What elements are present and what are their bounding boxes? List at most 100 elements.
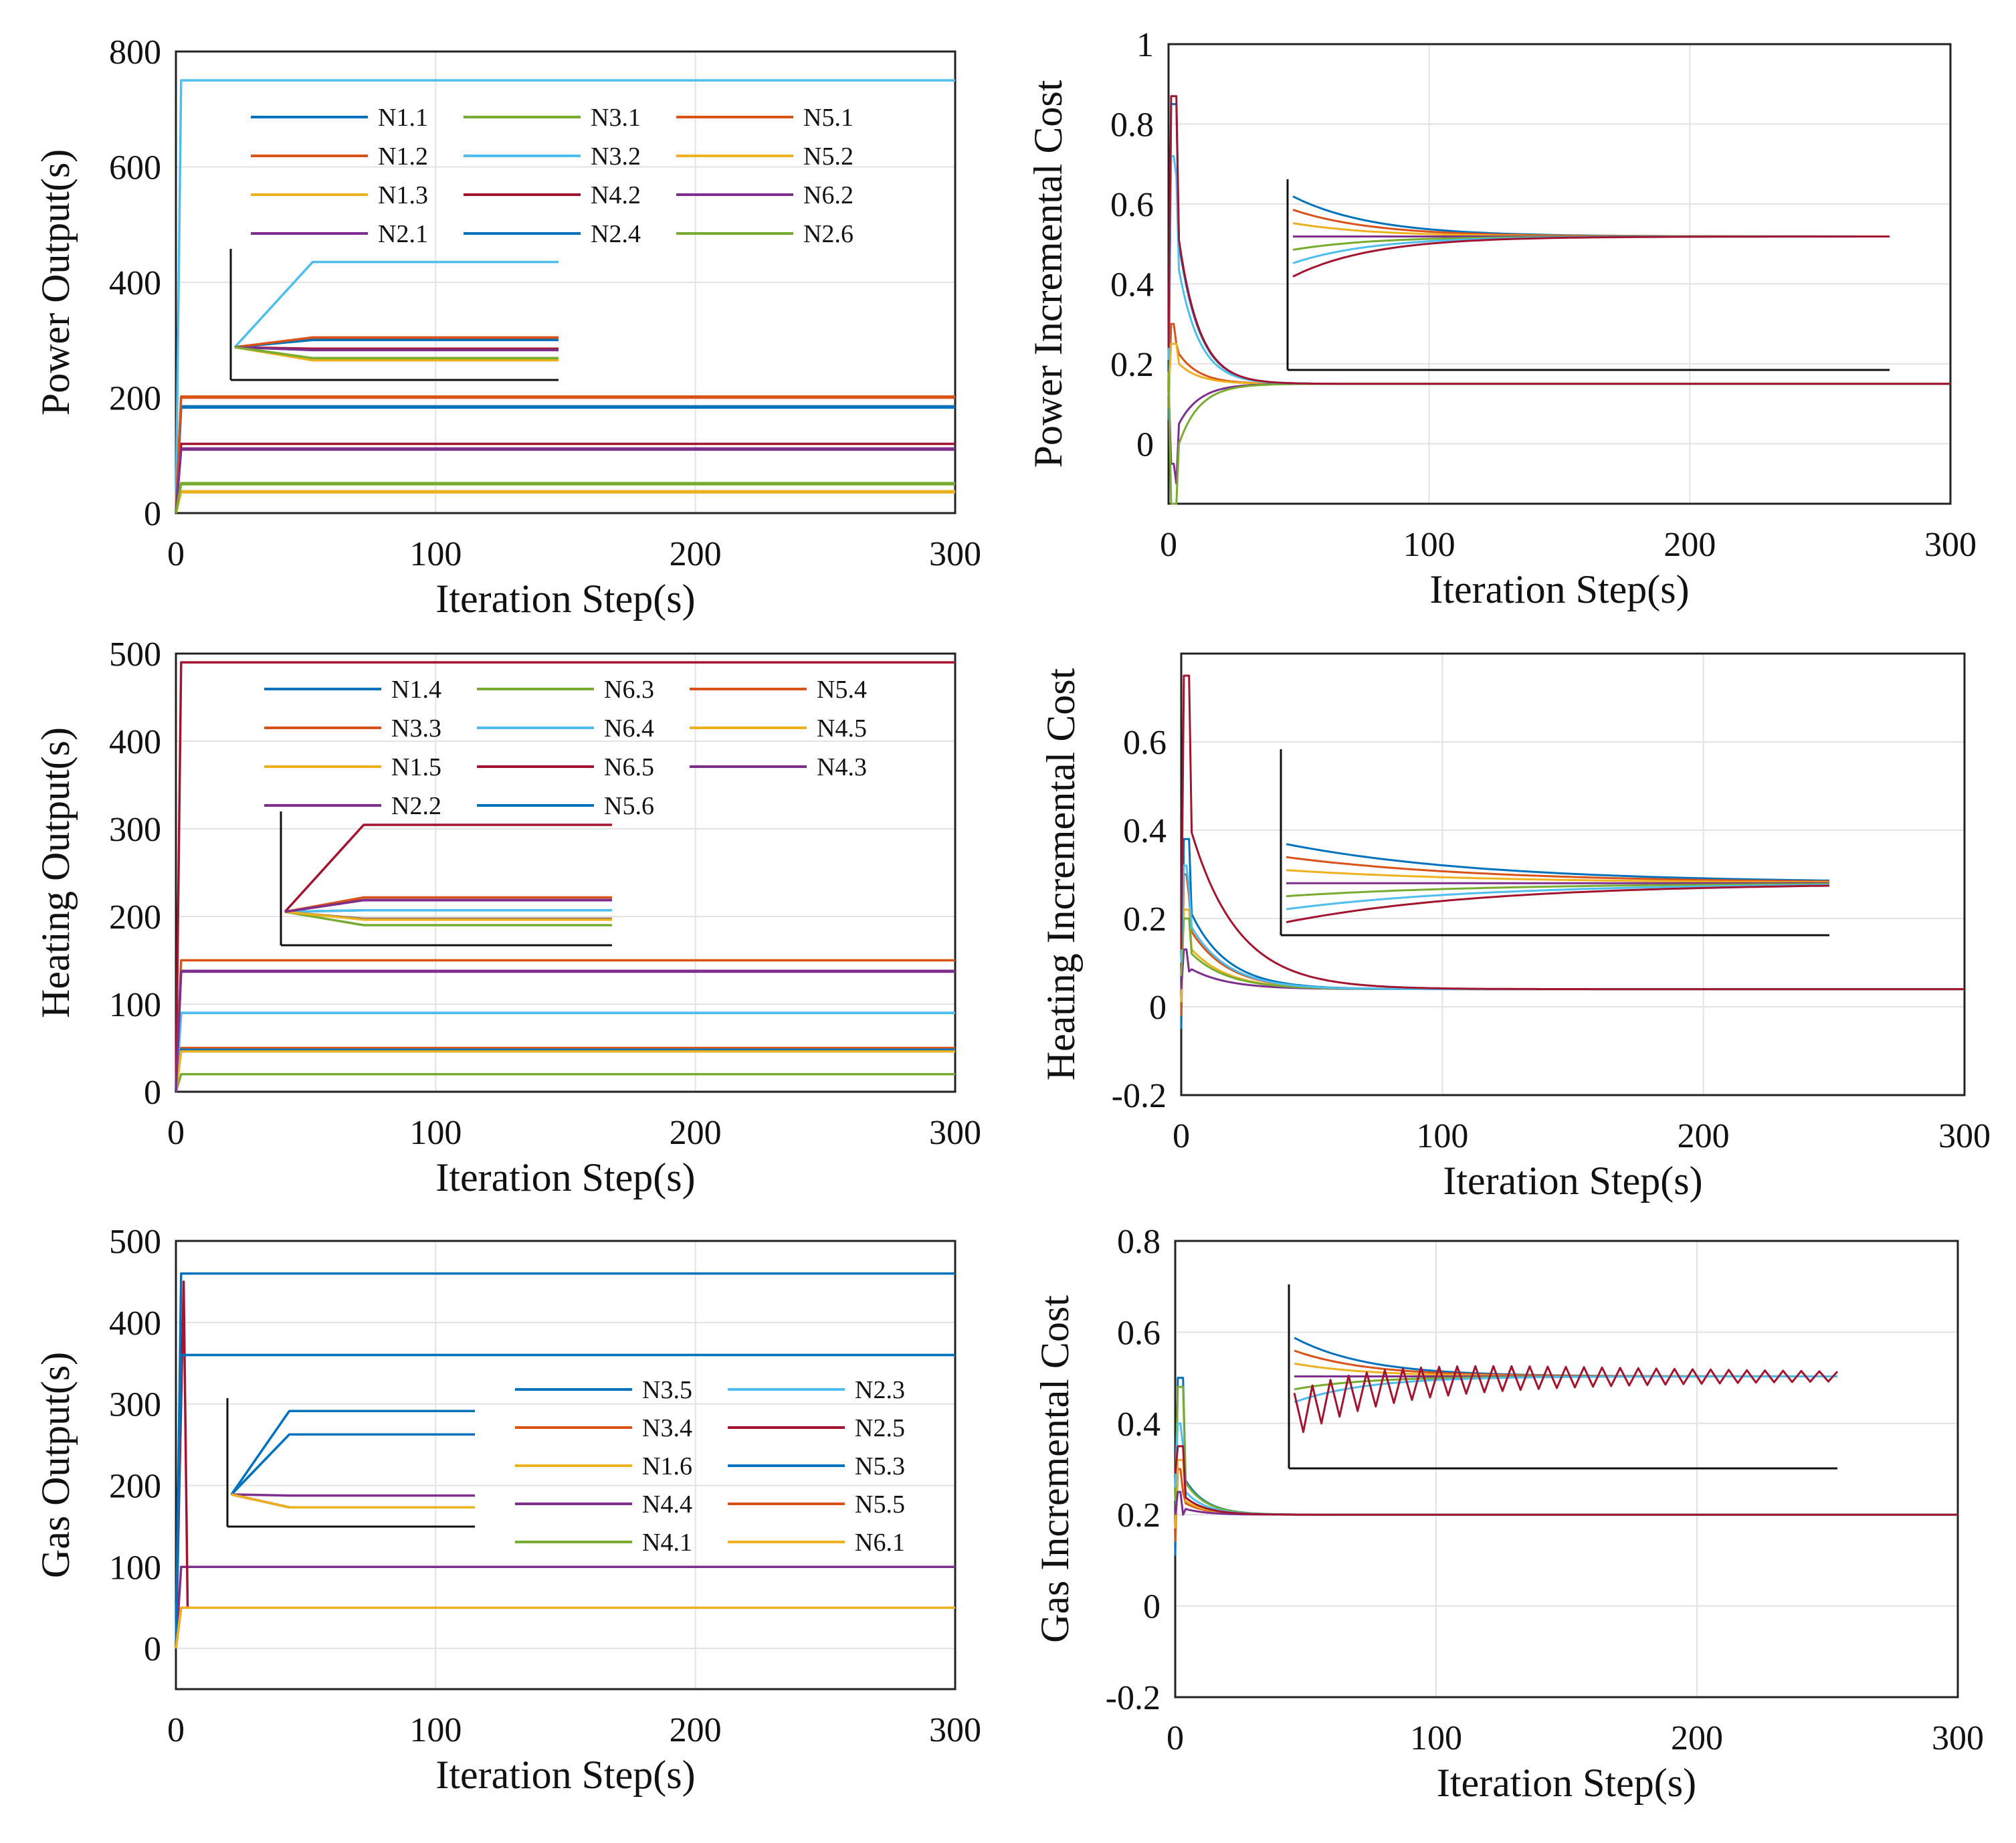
- y-tick-label: 0: [144, 1630, 161, 1668]
- y-tick-label: 100: [109, 1549, 161, 1587]
- series-line: [175, 491, 955, 514]
- inset-line: [284, 898, 612, 913]
- series-line: [175, 1353, 955, 1649]
- y-tick-label: 400: [109, 723, 161, 761]
- legend-label: N2.5: [855, 1414, 905, 1442]
- plot-frame: [175, 50, 956, 514]
- x-tick-label: 100: [1416, 1117, 1468, 1155]
- series-line: [1174, 1458, 1958, 1529]
- series-line: [175, 395, 955, 514]
- legend-label: N1.2: [378, 142, 428, 171]
- y-tick-label: 0.2: [1110, 346, 1154, 384]
- y-tick-label: 0.4: [1110, 266, 1154, 304]
- series-line: [1167, 371, 1950, 505]
- series-line: [1167, 383, 1950, 485]
- inset-line: [230, 1410, 475, 1495]
- y-tick-label: 500: [109, 1223, 161, 1261]
- series-line: [175, 482, 955, 514]
- inset-line: [234, 336, 559, 349]
- y-axis-label: Power Incremental Cost: [1026, 80, 1070, 468]
- legend-label: N5.4: [817, 676, 867, 704]
- series-line: [175, 406, 955, 514]
- legend-label: N6.1: [855, 1529, 905, 1557]
- inset-line: [1294, 1375, 1837, 1403]
- y-axis-label: Gas Output(s): [33, 1352, 78, 1578]
- series-line: [175, 405, 955, 514]
- inset-line: [1286, 856, 1830, 883]
- series-line: [175, 1046, 955, 1092]
- legend-label: N6.3: [604, 676, 654, 704]
- legend-label: N3.1: [591, 104, 641, 132]
- series-line: [1180, 838, 1964, 1030]
- series-line: [175, 1606, 955, 1649]
- inset-line: [1292, 235, 1890, 251]
- plot-frame: [175, 652, 956, 1093]
- series-line: [175, 1272, 955, 1649]
- y-tick-label: 0.2: [1123, 900, 1167, 939]
- x-tick-label: 200: [670, 1711, 722, 1749]
- x-tick-label: 0: [167, 1711, 185, 1749]
- legend: N3.5 N3.4 N1.6 N4.4 N4.1 N2.3 N2.5 N5.3 N5.5 N6.1: [515, 1376, 905, 1557]
- legend-label: N3.5: [642, 1376, 692, 1404]
- y-tick-label: 0.8: [1117, 1223, 1161, 1261]
- x-tick-label: 100: [409, 535, 462, 573]
- x-tick-label: 300: [1924, 526, 1977, 564]
- legend-label: N1.3: [378, 181, 428, 209]
- legend-label: N1.1: [378, 104, 428, 132]
- series-line: [1180, 674, 1964, 991]
- inset-line: [1294, 1337, 1837, 1377]
- series-line: [1167, 322, 1950, 408]
- legend-label: N5.5: [855, 1490, 905, 1519]
- y-axis-label: Gas Incremental Cost: [1033, 1295, 1077, 1643]
- y-tick-label: 200: [109, 1467, 161, 1505]
- legend-label: N1.6: [642, 1452, 692, 1480]
- x-tick-label: 200: [670, 1114, 722, 1152]
- series-line: [175, 661, 955, 1092]
- x-tick-label: 200: [1664, 526, 1716, 564]
- legend-label: N5.1: [803, 104, 853, 132]
- x-tick-label: 0: [167, 535, 185, 573]
- legend-label: N2.4: [591, 220, 641, 248]
- series-line: [1174, 1468, 1958, 1543]
- inset-line: [1293, 1365, 1839, 1434]
- legend-label: N4.3: [817, 753, 867, 781]
- series-line: [175, 1606, 955, 1649]
- x-tick-label: 0: [167, 1114, 185, 1152]
- inset-line: [1286, 843, 1830, 882]
- plot-frame: [175, 1240, 956, 1690]
- inset-line: [284, 910, 612, 927]
- legend-label: N4.5: [817, 714, 867, 743]
- series-line: [1167, 155, 1950, 385]
- y-tick-label: 0.4: [1117, 1405, 1161, 1444]
- legend-label: N3.3: [391, 714, 441, 743]
- legend-label: N5.3: [855, 1452, 905, 1480]
- series-line: [175, 483, 955, 514]
- y-tick-label: 200: [109, 380, 161, 418]
- y-axis-label: Heating Output(s): [33, 727, 78, 1018]
- series-line: [175, 1073, 955, 1092]
- series-line: [175, 1048, 955, 1092]
- inset-line: [1286, 884, 1830, 910]
- x-axis-label: Iteration Step(s): [435, 1753, 695, 1797]
- inset-line: [1292, 195, 1890, 237]
- y-tick-label: 600: [109, 149, 161, 187]
- legend: N1.1 N1.2 N1.3 N2.1 N3.1 N3.2 N4.2 N2.4 N5.1 N5.2…: [251, 104, 853, 248]
- chart-g1: 0 100 200 300 0 100 200 300 400 500 Iteration Step…: [33, 1223, 981, 1797]
- plot-frame: [1167, 43, 1952, 505]
- inset-line: [1286, 884, 1830, 923]
- legend-label: N2.6: [803, 220, 853, 248]
- series-line: [175, 1606, 955, 1649]
- y-tick-label: 400: [109, 264, 161, 302]
- x-tick-label: 300: [929, 1114, 981, 1152]
- legend-label: N4.2: [591, 181, 641, 209]
- inset-line: [1286, 882, 1830, 898]
- y-tick-label: 0: [144, 1074, 161, 1112]
- legend-label: N6.2: [803, 181, 853, 209]
- series-line: [1180, 917, 1964, 991]
- legend-label: N5.2: [803, 142, 853, 171]
- series-line: [1174, 1445, 1958, 1516]
- y-tick-label: 0.4: [1123, 812, 1167, 850]
- x-tick-label: 200: [1678, 1117, 1730, 1155]
